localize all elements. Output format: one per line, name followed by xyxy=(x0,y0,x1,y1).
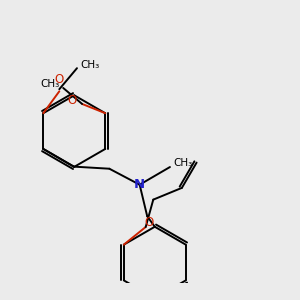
Text: O: O xyxy=(55,73,64,86)
Text: O: O xyxy=(68,94,77,107)
Text: CH₃: CH₃ xyxy=(40,79,60,89)
Text: CH₃: CH₃ xyxy=(80,60,99,70)
Text: N: N xyxy=(134,178,145,191)
Text: O: O xyxy=(144,216,154,229)
Text: CH₃: CH₃ xyxy=(173,158,193,168)
